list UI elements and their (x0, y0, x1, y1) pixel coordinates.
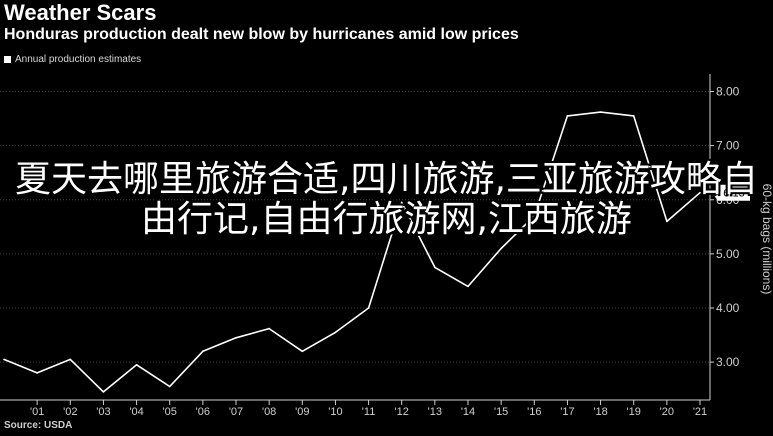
data-point-0-3 (102, 391, 105, 393)
data-point-0-12 (400, 201, 403, 204)
y-axis-label: 60-kg bags (millions) (760, 184, 773, 295)
x-tick-label-5: '06 (196, 406, 210, 418)
x-tick-label-18: '19 (627, 406, 641, 418)
y-tick-label-2: 5.00 (716, 247, 740, 261)
overlay-text: 夏天去哪里旅游合适,四川旅游,三亚旅游攻略自由行记,自由行旅游网,江西旅游 (15, 159, 758, 240)
data-point-0-7 (235, 336, 237, 339)
data-point-0-16 (533, 215, 536, 217)
y-tick-label-1: 4.00 (716, 301, 740, 315)
chart-title: Weather Scars (4, 0, 157, 25)
data-point-0-15 (500, 247, 502, 250)
data-point-0-19 (632, 115, 635, 117)
data-point-0-1 (36, 372, 38, 374)
data-point-0-21 (699, 191, 701, 194)
data-point-0-9 (301, 350, 304, 353)
legend-label: Annual production estimates (15, 54, 142, 65)
chart-subtitle: Honduras production dealt new blow by hu… (4, 26, 519, 43)
data-point-0-6 (202, 350, 204, 353)
source-note: Source: USDA (4, 420, 73, 431)
x-tick-label-19: '20 (660, 406, 674, 418)
legend: Annual production estimates (4, 54, 141, 65)
x-tick-label-1: '02 (63, 406, 77, 418)
data-point-0-18 (599, 111, 602, 113)
x-tick-label-9: '10 (328, 406, 342, 418)
x-tick-label-11: '12 (395, 406, 409, 418)
data-point-0-5 (168, 385, 171, 388)
callout-box-0 (712, 184, 750, 201)
x-tick-label-15: '16 (527, 406, 541, 418)
x-tick-label-4: '05 (163, 406, 177, 418)
callout-label-0: 6.13 (723, 188, 744, 200)
x-tick-label-10: '11 (362, 406, 376, 418)
data-point-0-17 (566, 115, 569, 117)
x-tick-label-3: '04 (129, 406, 143, 418)
data-point-0-13 (434, 266, 436, 269)
data-point-0-8 (268, 327, 270, 330)
data-point-0-0 (3, 358, 5, 361)
y-tick-label-0: 3.00 (716, 355, 740, 369)
x-tick-label-17: '18 (593, 406, 607, 418)
x-tick-label-6: '07 (229, 406, 243, 418)
x-tick-label-13: '14 (461, 406, 475, 418)
series-line-0 (3, 111, 701, 393)
data-point-0-2 (69, 358, 72, 361)
data-point-0-10 (334, 331, 337, 334)
y-tick-label-4: 7.00 (716, 139, 740, 153)
x-tick-label-8: '09 (295, 406, 309, 418)
x-tick-label-2: '03 (96, 406, 110, 418)
y-tick-label-5: 8.00 (716, 85, 740, 99)
data-point-0-11 (367, 307, 370, 309)
data-point-0-4 (135, 364, 138, 366)
legend-swatch (4, 56, 11, 63)
x-tick-label-12: '13 (428, 406, 442, 418)
x-tick-label-16: '17 (560, 406, 574, 418)
data-point-0-14 (467, 285, 469, 288)
data-point-0-20 (666, 220, 668, 223)
x-tick-label-20: '21 (693, 406, 707, 418)
x-tick-label-0: '01 (30, 406, 44, 418)
x-tick-label-7: '08 (262, 406, 276, 418)
x-tick-label-14: '15 (494, 406, 508, 418)
